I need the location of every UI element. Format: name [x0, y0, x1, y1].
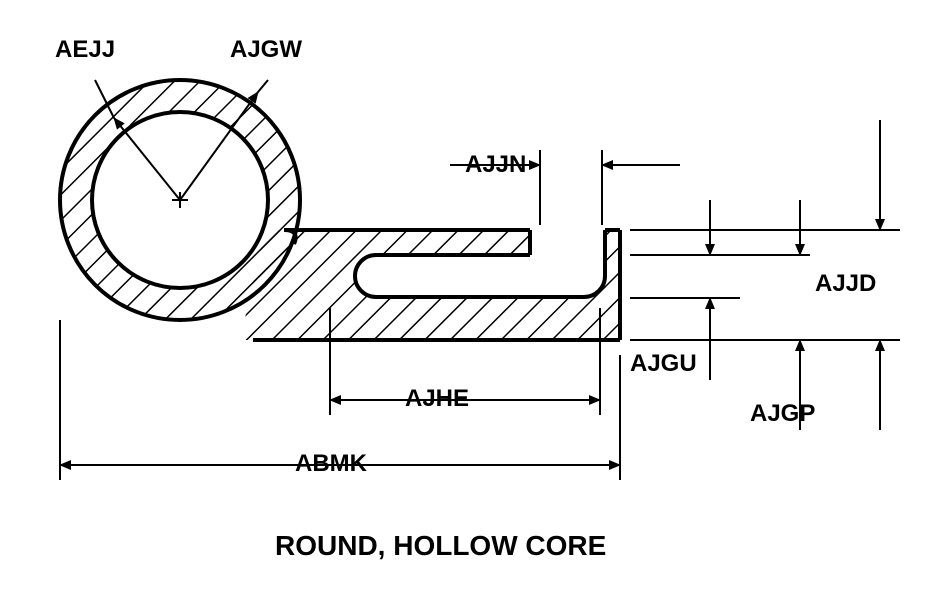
label-ajjn: AJJN	[465, 151, 526, 179]
label-abmk: ABMK	[295, 450, 367, 478]
radius-ajgw-leader	[258, 80, 268, 92]
diagram-svg	[0, 0, 930, 600]
label-ajhe: AJHE	[405, 385, 469, 413]
diagram-title: ROUND, HOLLOW CORE	[275, 530, 606, 562]
label-aejj: AEJJ	[55, 36, 115, 64]
label-ajgu: AJGU	[630, 350, 697, 378]
label-ajjd: AJJD	[815, 270, 876, 298]
label-ajgp: AJGP	[750, 400, 815, 428]
label-ajgw: AJGW	[230, 36, 302, 64]
diagram-container: AEJJ AJGW AJJN AJJD AJGU AJGP AJHE ABMK …	[0, 0, 930, 600]
radius-aejj-line	[114, 118, 180, 200]
